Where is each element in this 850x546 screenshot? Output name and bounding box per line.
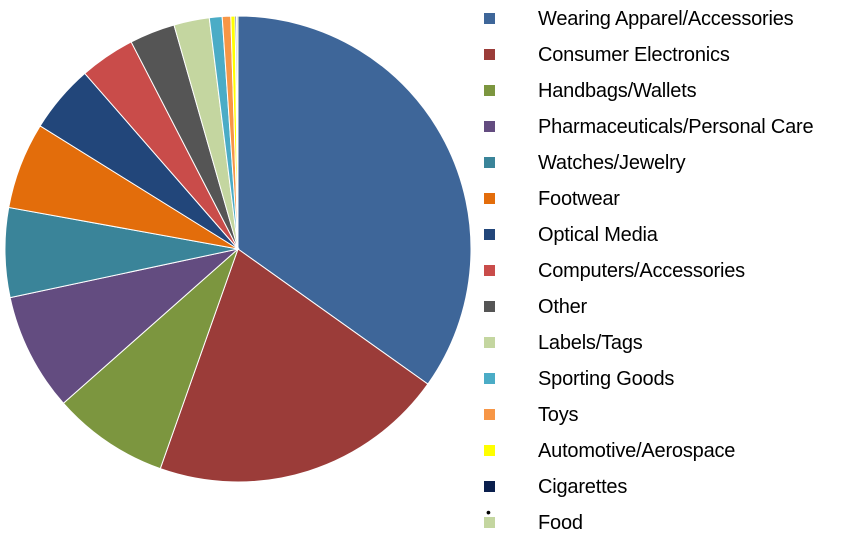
pie-slice-pharmaceuticals-personal-care <box>9 248 240 404</box>
legend-label: Labels/Tags <box>538 332 643 354</box>
legend-swatch <box>484 49 495 60</box>
legend-label: Sporting Goods <box>538 368 675 390</box>
legend-swatch <box>484 121 495 132</box>
legend-label: Automotive/Aerospace <box>538 440 736 462</box>
legend-label: Food <box>538 512 583 534</box>
legend-swatch <box>484 373 495 384</box>
legend-label: Consumer Electronics <box>538 44 730 66</box>
legend-label: Cigarettes <box>538 476 628 498</box>
legend-swatch <box>484 85 495 96</box>
bullet-mark: • <box>486 504 491 520</box>
pie-slice-wearing-apparel-accessories <box>237 15 472 385</box>
legend-swatch <box>484 481 495 492</box>
pie-slice-food <box>236 15 239 250</box>
legend-swatch <box>484 301 495 312</box>
legend-label: Toys <box>538 404 579 426</box>
legend-swatch <box>484 445 495 456</box>
legend-label: Wearing Apparel/Accessories <box>538 8 794 30</box>
pie-chart <box>4 15 472 483</box>
legend-label: Optical Media <box>538 224 658 246</box>
legend-label: Computers/Accessories <box>538 260 745 282</box>
legend-swatch <box>484 337 495 348</box>
legend-label: Footwear <box>538 188 620 210</box>
legend-swatch <box>484 193 495 204</box>
legend-label: Other <box>538 296 588 318</box>
legend-label: Handbags/Wallets <box>538 80 697 102</box>
legend-label: Pharmaceuticals/Personal Care <box>538 116 814 138</box>
legend-swatch <box>484 13 495 24</box>
legend-label: Watches/Jewelry <box>538 152 686 174</box>
legend-swatch <box>484 265 495 276</box>
legend-swatch <box>484 229 495 240</box>
pie-slice-consumer-electronics <box>159 248 429 483</box>
legend-swatch <box>484 157 495 168</box>
legend-swatch <box>484 517 495 528</box>
pie-slice-handbags-wallets <box>62 247 240 470</box>
legend-swatch <box>484 409 495 420</box>
